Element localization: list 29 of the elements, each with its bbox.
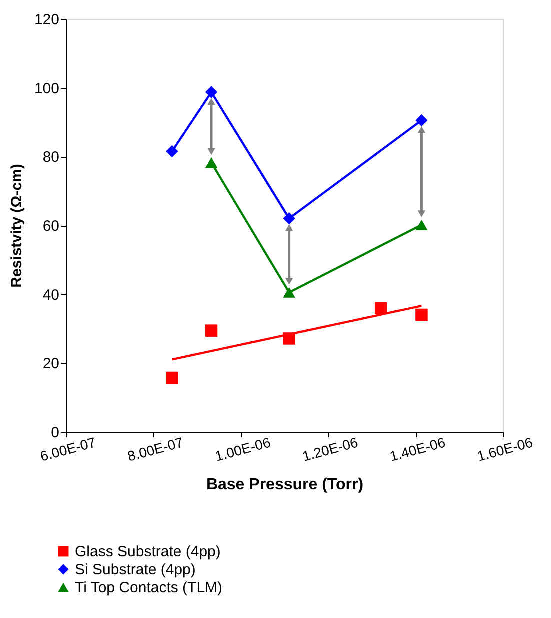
legend-label: Si Substrate (4pp) [75, 562, 196, 578]
point [283, 332, 296, 345]
x-tick-label: 1.60E-06 [476, 434, 535, 464]
legend-label: Ti Top Contacts (TLM) [75, 580, 223, 596]
point [205, 158, 218, 168]
y-tick-label: 20 [42, 356, 60, 373]
y-tick-label: 60 [42, 218, 60, 235]
point [205, 324, 218, 337]
y-tick-label: 100 [34, 80, 60, 98]
legend-label: Glass Substrate (4pp) [75, 544, 221, 560]
x-tick-label: 1.20E-06 [300, 434, 360, 464]
point [283, 212, 296, 225]
y-axis-title: Resistvity (Ω-cm) [8, 164, 26, 288]
point [416, 114, 428, 127]
y-tick-label: 40 [42, 286, 60, 304]
y-tick-label: 120 [34, 12, 60, 28]
point [166, 372, 178, 384]
point [374, 302, 388, 315]
y-tick-label: 0 [51, 424, 60, 442]
point [166, 145, 178, 158]
point [416, 220, 428, 230]
y-tick-label: 80 [42, 149, 60, 166]
point [205, 86, 218, 98]
x-tick-label: 8.00E-07 [126, 434, 186, 464]
point [283, 287, 296, 298]
x-axis-title: Base Pressure (Torr) [206, 476, 364, 494]
point [416, 308, 428, 322]
x-tick-label: 1.00E-06 [213, 434, 273, 464]
x-tick-label: 1.40E-06 [388, 434, 448, 464]
